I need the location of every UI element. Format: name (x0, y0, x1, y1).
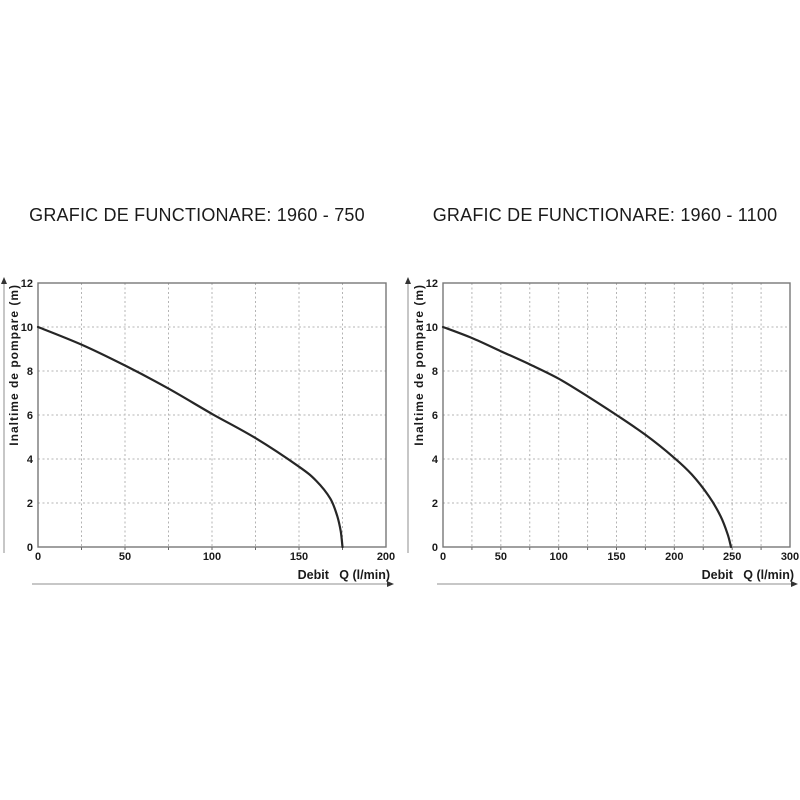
x-tick-label: 50 (119, 551, 131, 563)
x-tick-label: 0 (440, 551, 446, 563)
y-tick-label: 6 (432, 410, 438, 422)
y-tick-label: 4 (27, 454, 34, 466)
x-tick-label: 0 (35, 551, 41, 563)
pump-chart-right: 0 50 100 150 200 250 300 0 2 4 6 8 10 12 Debit Q (l/mi… (405, 277, 799, 587)
y-tick-label: 12 (426, 278, 438, 290)
x-tick-label: 200 (665, 551, 683, 563)
y-tick-label: 0 (432, 542, 438, 554)
y-tick-label: 12 (21, 278, 33, 290)
x-tick-label: 150 (290, 551, 308, 563)
y-axis-arrow-head-icon (1, 277, 7, 284)
y-axis-arrow-head-icon (405, 277, 411, 284)
y-axis-label: Inaltime de pompare (m) (412, 284, 426, 446)
y-tick-label: 2 (27, 498, 33, 510)
x-tick-label: 150 (607, 551, 625, 563)
plot-border (37, 282, 387, 548)
y-tick-label: 8 (27, 366, 33, 378)
pump-curve (441, 325, 733, 549)
x-tick-label: 300 (781, 551, 799, 563)
x-axis-label: Debit Q (l/min) (702, 568, 794, 582)
y-tick-label: 8 (432, 366, 438, 378)
x-tick-label: 250 (723, 551, 741, 563)
x-tick-label: 100 (549, 551, 567, 563)
left-chart-title: GRAFIC DE FUNCTIONARE: 1960 - 750 (29, 205, 365, 225)
right-chart-title: GRAFIC DE FUNCTIONARE: 1960 - 1100 (432, 205, 778, 225)
x-axis-label: Debit Q (l/min) (298, 568, 390, 582)
y-tick-label: 2 (432, 498, 438, 510)
y-axis-label: Inaltime de pompare (m) (7, 284, 21, 446)
x-tick-label: 200 (377, 551, 395, 563)
y-tick-label: 4 (432, 454, 439, 466)
x-tick-label: 100 (203, 551, 221, 563)
pump-chart-left: 0 50 100 150 200 0 2 4 6 8 10 12 Debit Q (l/min) Inal… (1, 277, 395, 587)
y-tick-label: 10 (21, 322, 33, 334)
pump-curve (36, 325, 344, 549)
plot-border (442, 282, 791, 548)
y-tick-label: 6 (27, 410, 33, 422)
y-tick-label: 10 (426, 322, 438, 334)
y-tick-label: 0 (27, 542, 33, 554)
x-axis-arrow-head-icon (791, 581, 798, 587)
x-tick-label: 50 (495, 551, 507, 563)
x-axis-arrow-head-icon (387, 581, 394, 587)
